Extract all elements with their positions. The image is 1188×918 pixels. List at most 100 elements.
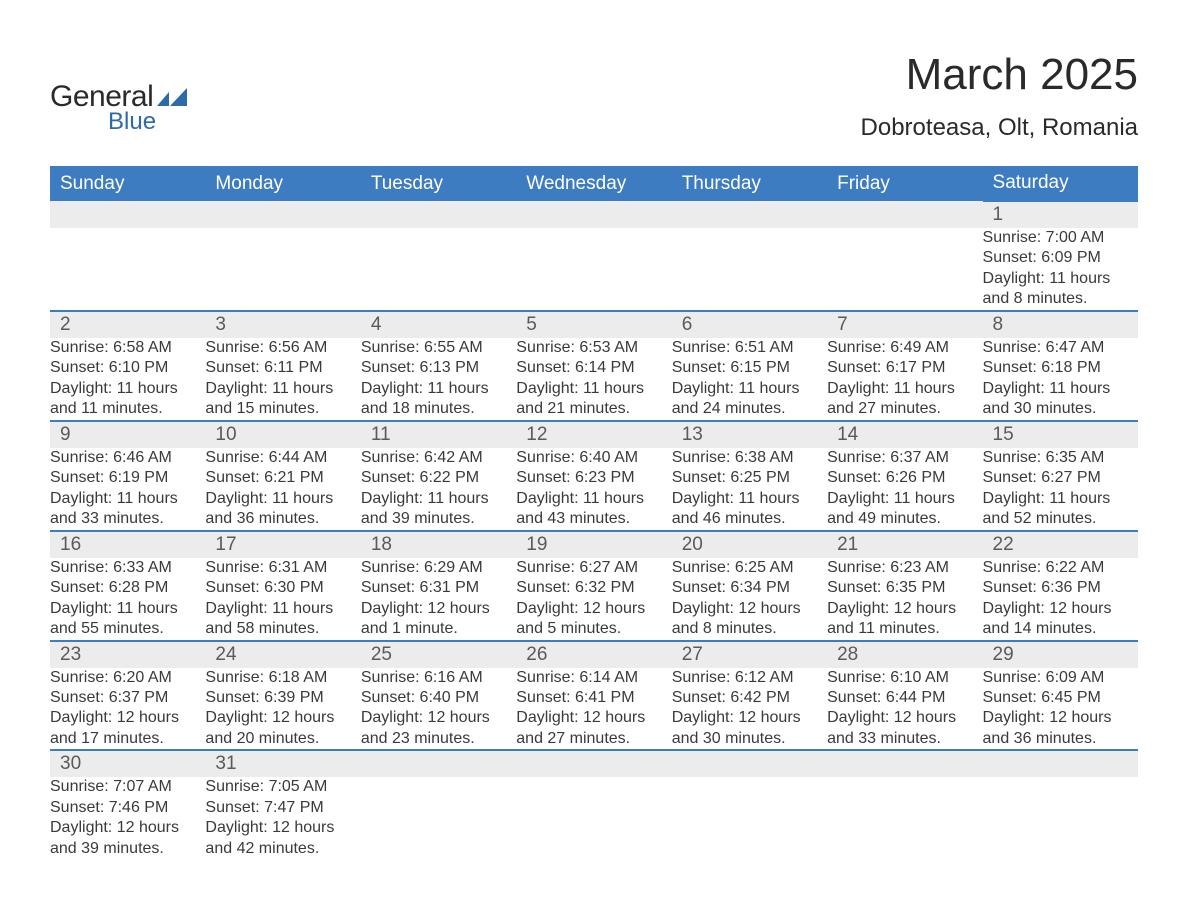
brand-word2: Blue xyxy=(108,108,156,136)
day-number-cell: 9 xyxy=(50,421,205,448)
day-number: 21 xyxy=(827,532,982,558)
week-detail-row: Sunrise: 6:33 AMSunset: 6:28 PMDaylight:… xyxy=(50,558,1138,641)
day-detail-cell: Sunrise: 6:46 AMSunset: 6:19 PMDaylight:… xyxy=(50,448,205,531)
daylight-line: Daylight: 11 hours and 18 minutes. xyxy=(361,379,516,420)
day-detail: Sunrise: 6:37 AMSunset: 6:26 PMDaylight:… xyxy=(827,448,982,530)
day-number-cell: 7 xyxy=(827,311,982,338)
day-number: 12 xyxy=(516,422,671,448)
sunset-line: Sunset: 6:28 PM xyxy=(50,578,205,598)
day-detail: Sunrise: 6:16 AMSunset: 6:40 PMDaylight:… xyxy=(361,668,516,750)
sunrise-line: Sunrise: 6:20 AM xyxy=(50,668,205,688)
weekday-header: Friday xyxy=(827,166,982,201)
sunrise-line: Sunrise: 6:40 AM xyxy=(516,448,671,468)
day-number-cell: 21 xyxy=(827,531,982,558)
day-detail-cell: Sunrise: 6:47 AMSunset: 6:18 PMDaylight:… xyxy=(983,338,1138,421)
sunset-line: Sunset: 6:30 PM xyxy=(205,578,360,598)
day-detail: Sunrise: 6:33 AMSunset: 6:28 PMDaylight:… xyxy=(50,558,205,640)
sunrise-line: Sunrise: 6:33 AM xyxy=(50,558,205,578)
week-number-row: 23242526272829 xyxy=(50,641,1138,668)
day-number-cell: 24 xyxy=(205,641,360,668)
day-detail-cell: Sunrise: 6:56 AMSunset: 6:11 PMDaylight:… xyxy=(205,338,360,421)
sunset-line: Sunset: 6:34 PM xyxy=(672,578,827,598)
sunrise-line: Sunrise: 6:51 AM xyxy=(672,338,827,358)
day-number-cell: 16 xyxy=(50,531,205,558)
day-number: 16 xyxy=(50,532,205,558)
sunset-line: Sunset: 6:39 PM xyxy=(205,688,360,708)
sunset-line: Sunset: 6:25 PM xyxy=(672,468,827,488)
day-number-cell: 2 xyxy=(50,311,205,338)
week-number-row: 16171819202122 xyxy=(50,531,1138,558)
day-number: 27 xyxy=(672,642,827,668)
day-number-cell: 22 xyxy=(983,531,1138,558)
sunset-line: Sunset: 6:10 PM xyxy=(50,358,205,378)
day-number: 10 xyxy=(205,422,360,448)
day-detail-cell: Sunrise: 6:14 AMSunset: 6:41 PMDaylight:… xyxy=(516,668,671,751)
day-detail: Sunrise: 6:14 AMSunset: 6:41 PMDaylight:… xyxy=(516,668,671,750)
sunrise-line: Sunrise: 6:38 AM xyxy=(672,448,827,468)
daylight-line: Daylight: 12 hours and 33 minutes. xyxy=(827,708,982,749)
day-detail: Sunrise: 6:51 AMSunset: 6:15 PMDaylight:… xyxy=(672,338,827,420)
sunset-line: Sunset: 6:27 PM xyxy=(983,468,1138,488)
sunset-line: Sunset: 6:15 PM xyxy=(672,358,827,378)
day-number-cell: 29 xyxy=(983,641,1138,668)
day-detail: Sunrise: 6:53 AMSunset: 6:14 PMDaylight:… xyxy=(516,338,671,420)
daylight-line: Daylight: 11 hours and 11 minutes. xyxy=(50,379,205,420)
day-number-cell xyxy=(827,201,982,228)
day-detail-cell: Sunrise: 7:05 AMSunset: 7:47 PMDaylight:… xyxy=(205,777,360,859)
sunset-line: Sunset: 6:36 PM xyxy=(983,578,1138,598)
day-detail-cell: Sunrise: 6:23 AMSunset: 6:35 PMDaylight:… xyxy=(827,558,982,641)
day-number-cell: 11 xyxy=(361,421,516,448)
day-number: 29 xyxy=(983,642,1138,668)
day-detail-cell: Sunrise: 6:18 AMSunset: 6:39 PMDaylight:… xyxy=(205,668,360,751)
day-detail: Sunrise: 6:18 AMSunset: 6:39 PMDaylight:… xyxy=(205,668,360,750)
day-number-cell xyxy=(361,201,516,228)
daylight-line: Daylight: 11 hours and 52 minutes. xyxy=(983,489,1138,530)
day-detail-cell: Sunrise: 6:09 AMSunset: 6:45 PMDaylight:… xyxy=(983,668,1138,751)
day-detail-cell: Sunrise: 6:38 AMSunset: 6:25 PMDaylight:… xyxy=(672,448,827,531)
day-detail-cell: Sunrise: 6:37 AMSunset: 6:26 PMDaylight:… xyxy=(827,448,982,531)
day-number: 6 xyxy=(672,312,827,338)
sunset-line: Sunset: 6:19 PM xyxy=(50,468,205,488)
day-number-cell: 1 xyxy=(983,201,1138,228)
day-number-cell xyxy=(516,750,671,777)
day-number-cell: 23 xyxy=(50,641,205,668)
sunset-line: Sunset: 6:35 PM xyxy=(827,578,982,598)
day-number-cell: 8 xyxy=(983,311,1138,338)
day-detail-cell: Sunrise: 6:25 AMSunset: 6:34 PMDaylight:… xyxy=(672,558,827,641)
day-detail-cell: Sunrise: 6:35 AMSunset: 6:27 PMDaylight:… xyxy=(983,448,1138,531)
day-number: 17 xyxy=(205,532,360,558)
sunrise-line: Sunrise: 6:49 AM xyxy=(827,338,982,358)
daylight-line: Daylight: 11 hours and 21 minutes. xyxy=(516,379,671,420)
day-detail-cell: Sunrise: 6:53 AMSunset: 6:14 PMDaylight:… xyxy=(516,338,671,421)
sunrise-line: Sunrise: 6:14 AM xyxy=(516,668,671,688)
sunset-line: Sunset: 6:17 PM xyxy=(827,358,982,378)
day-detail-cell xyxy=(205,228,360,311)
day-number: 25 xyxy=(361,642,516,668)
day-detail: Sunrise: 6:42 AMSunset: 6:22 PMDaylight:… xyxy=(361,448,516,530)
day-detail: Sunrise: 6:44 AMSunset: 6:21 PMDaylight:… xyxy=(205,448,360,530)
daylight-line: Daylight: 11 hours and 8 minutes. xyxy=(983,269,1138,310)
day-number: 20 xyxy=(672,532,827,558)
day-detail: Sunrise: 6:49 AMSunset: 6:17 PMDaylight:… xyxy=(827,338,982,420)
day-number: 11 xyxy=(361,422,516,448)
sunrise-line: Sunrise: 6:44 AM xyxy=(205,448,360,468)
brand-shape-icon xyxy=(157,88,187,111)
weekday-header: Wednesday xyxy=(516,166,671,201)
sunrise-line: Sunrise: 6:31 AM xyxy=(205,558,360,578)
sunrise-line: Sunrise: 7:05 AM xyxy=(205,777,360,797)
day-number-cell: 10 xyxy=(205,421,360,448)
header-row: General Blue March 2025 Dobroteasa, Olt,… xyxy=(50,50,1138,142)
daylight-line: Daylight: 11 hours and 24 minutes. xyxy=(672,379,827,420)
day-number: 4 xyxy=(361,312,516,338)
sunset-line: Sunset: 6:26 PM xyxy=(827,468,982,488)
sunset-line: Sunset: 6:45 PM xyxy=(983,688,1138,708)
day-number: 28 xyxy=(827,642,982,668)
day-number-cell xyxy=(672,201,827,228)
day-number: 9 xyxy=(50,422,205,448)
sunrise-line: Sunrise: 6:53 AM xyxy=(516,338,671,358)
day-number: 26 xyxy=(516,642,671,668)
sunrise-line: Sunrise: 6:27 AM xyxy=(516,558,671,578)
sunset-line: Sunset: 6:42 PM xyxy=(672,688,827,708)
daylight-line: Daylight: 11 hours and 46 minutes. xyxy=(672,489,827,530)
day-number: 5 xyxy=(516,312,671,338)
